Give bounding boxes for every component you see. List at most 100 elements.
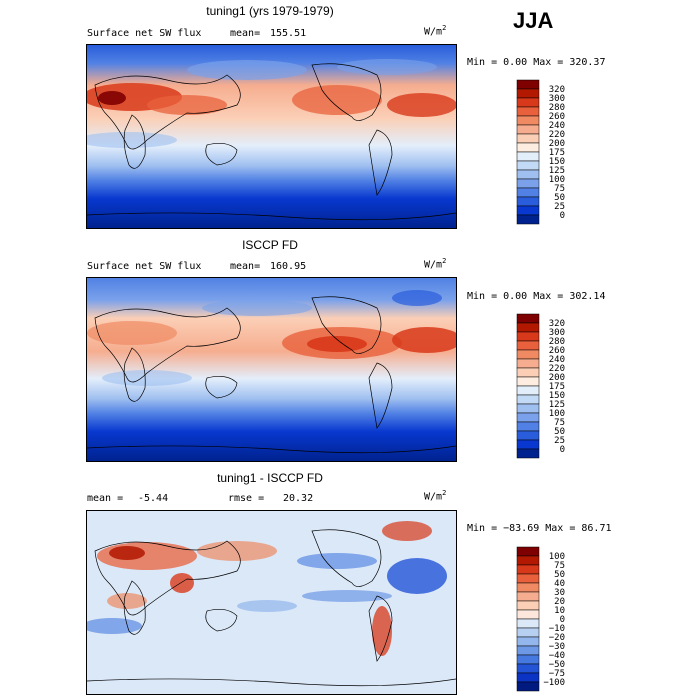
- colorbar-swatch: [516, 672, 540, 683]
- colorbar-tick-label: 175: [549, 148, 565, 158]
- colorbar-swatch: [516, 187, 540, 198]
- panel-3-coastline-eurasia: [94, 540, 241, 616]
- colorbar-tick-label: 260: [549, 112, 565, 122]
- colorbar-tick-label: 0: [560, 445, 565, 455]
- colorbar-swatch: [516, 349, 540, 360]
- colorbar-swatch: [516, 151, 540, 162]
- panel-1-min-max: Min = 0.00 Max = 320.37: [467, 57, 606, 68]
- colorbar-swatch: [516, 169, 540, 180]
- panel-2-title: ISCCP FD: [242, 238, 298, 252]
- colorbar-tick-label: 50: [554, 193, 565, 203]
- colorbar-tick-label: 125: [549, 166, 565, 176]
- colorbar-swatch: [516, 582, 540, 593]
- panel-3-mean-value: -5.44: [138, 493, 169, 504]
- colorbar-swatch: [516, 421, 540, 432]
- panel-2-map: [86, 277, 457, 462]
- colorbar-tick-label: 100: [549, 409, 565, 419]
- colorbar-tick-label: 100: [549, 175, 565, 185]
- colorbar-swatch: [516, 609, 540, 620]
- colorbar-tick-label: 0: [560, 211, 565, 221]
- colorbar-swatch: [516, 160, 540, 171]
- colorbar-tick-label: 30: [554, 588, 565, 598]
- colorbar-swatch: [516, 79, 540, 90]
- colorbar-swatch: [516, 205, 540, 216]
- colorbar-tick-label: 50: [554, 570, 565, 580]
- colorbar-swatch: [516, 385, 540, 396]
- panel-2-mean-value: 160.95: [270, 261, 307, 272]
- colorbar-swatch: [516, 663, 540, 674]
- colorbar-swatch: [516, 214, 540, 225]
- colorbar-swatch: [516, 106, 540, 117]
- colorbar-tick-label: 200: [549, 139, 565, 149]
- panel-3-rmse-value: 20.32: [283, 493, 314, 504]
- panel-1-subtitle: Surface net SW flux: [87, 28, 202, 39]
- colorbar-swatch: [516, 178, 540, 189]
- colorbar-tick-label: 280: [549, 337, 565, 347]
- colorbar-tick-label: 150: [549, 157, 565, 167]
- colorbar-tick-label: 75: [554, 184, 565, 194]
- colorbar-swatch: [516, 618, 540, 629]
- colorbar-swatch: [516, 412, 540, 423]
- colorbar-swatch: [516, 322, 540, 333]
- panel-1-title: tuning1 (yrs 1979-1979): [206, 4, 334, 18]
- colorbar-swatch: [516, 88, 540, 99]
- colorbar-swatch: [516, 97, 540, 108]
- colorbar-tick-label: 20: [554, 597, 565, 607]
- panel-2-units: W/m2: [424, 257, 447, 271]
- colorbar-swatch: [516, 313, 540, 324]
- colorbar-tick-label: 220: [549, 130, 565, 140]
- panel-1-mean-label: mean=: [230, 28, 261, 39]
- colorbar-swatch: [516, 600, 540, 611]
- colorbar-swatch: [516, 403, 540, 414]
- colorbar-swatch: [516, 394, 540, 405]
- colorbar-tick-label: 10: [554, 606, 565, 616]
- colorbar-tick-label: −75: [549, 669, 565, 679]
- season-label: JJA: [513, 8, 554, 33]
- colorbar-swatch: [516, 555, 540, 566]
- colorbar-tick-label: 75: [554, 561, 565, 571]
- panel-1-colorbar: 320 300 280 260 240 220 200 175 150 125 100 75 50 25 0: [516, 79, 567, 225]
- colorbar-tick-label: 320: [549, 85, 565, 95]
- panel-2-colorbar: 320 300 280 260 240 220 200 175 150 125 100 75 50 25 0: [516, 313, 567, 459]
- colorbar-swatch: [516, 340, 540, 351]
- colorbar-tick-label: 320: [549, 319, 565, 329]
- colorbar-tick-label: 25: [554, 436, 565, 446]
- colorbar-tick-label: 240: [549, 121, 565, 131]
- colorbar-tick-label: 175: [549, 382, 565, 392]
- colorbar-swatch: [516, 681, 540, 692]
- colorbar-swatch: [516, 133, 540, 144]
- colorbar-swatch: [516, 115, 540, 126]
- colorbar-swatch: [516, 376, 540, 387]
- colorbar-tick-label: 75: [554, 418, 565, 428]
- colorbar-swatch: [516, 591, 540, 602]
- panel-2-coastline-eurasia: [94, 307, 241, 383]
- colorbar-tick-label: 40: [554, 579, 565, 589]
- colorbar-swatch: [516, 448, 540, 459]
- colorbar-tick-label: −20: [549, 633, 565, 643]
- colorbar-swatch: [516, 654, 540, 665]
- colorbar-swatch: [516, 627, 540, 638]
- colorbar-tick-label: −30: [549, 642, 565, 652]
- panel-3-colorbar: 100 75 50 40 30 20 10 0 −10 −20 −30 −40 −50 −75 −100: [516, 546, 567, 692]
- colorbar-swatch: [516, 124, 540, 135]
- colorbar-tick-label: 50: [554, 427, 565, 437]
- colorbar-swatch: [516, 573, 540, 584]
- panel-1-coastline-eurasia: [94, 74, 241, 150]
- panel-3-units: W/m2: [424, 489, 447, 503]
- panel-2-mean-label: mean=: [230, 261, 261, 272]
- colorbar-tick-label: 150: [549, 391, 565, 401]
- colorbar-swatch: [516, 367, 540, 378]
- panel-1-mean-value: 155.51: [270, 28, 307, 39]
- colorbar-tick-label: 125: [549, 400, 565, 410]
- colorbar-tick-label: 200: [549, 373, 565, 383]
- panel-2-subtitle: Surface net SW flux: [87, 261, 202, 272]
- colorbar-swatch: [516, 636, 540, 647]
- colorbar-tick-label: 240: [549, 355, 565, 365]
- panel-3-rmse-label: rmse =: [228, 493, 265, 504]
- colorbar-swatch: [516, 564, 540, 575]
- colorbar-swatch: [516, 430, 540, 441]
- colorbar-tick-label: 25: [554, 202, 565, 212]
- colorbar-tick-label: 0: [560, 615, 565, 625]
- colorbar-tick-label: 300: [549, 328, 565, 338]
- colorbar-swatch: [516, 645, 540, 656]
